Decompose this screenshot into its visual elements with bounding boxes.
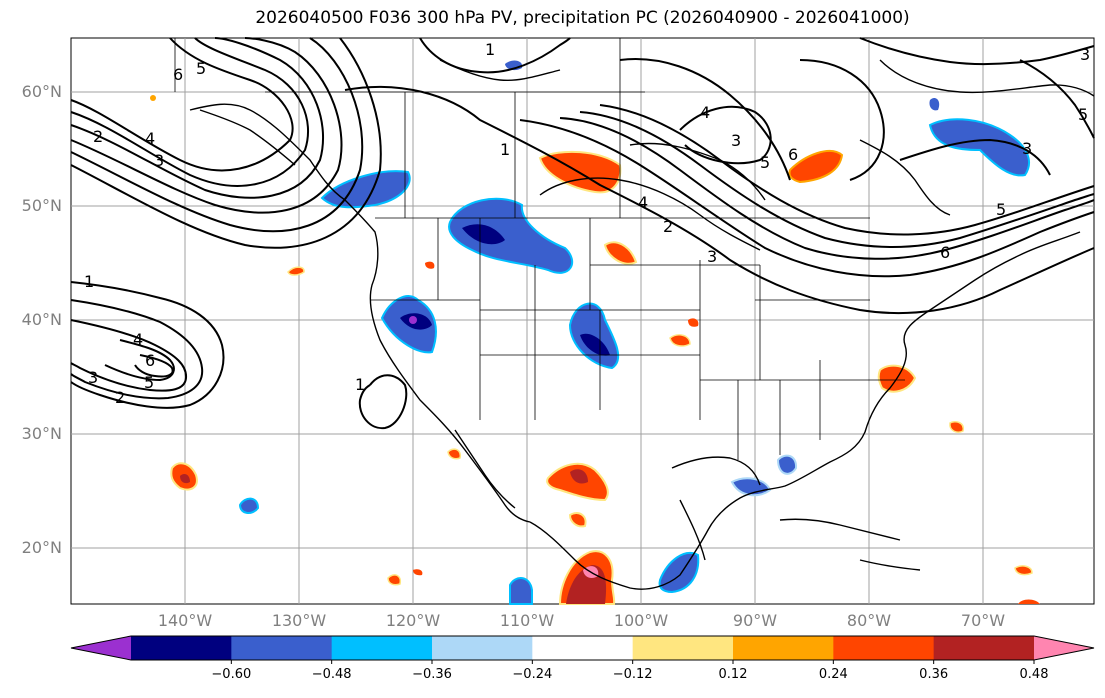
colorbar [70,635,1095,664]
state-borders [174,38,905,460]
colorbar-segment [432,636,533,660]
contour-label-5d: 5 [996,200,1006,219]
map-title: 2026040500 F036 300 hPa PV, precipitatio… [255,8,910,28]
contour-label-5: 5 [144,373,154,392]
lat-label-40n: 40°N [21,310,62,329]
pv-contour-labels: 1 2 3 4 5 6 2 4 3 6 5 1 4 2 3 1 4 3 5 6 … [84,40,1090,407]
contour-label-3c: 3 [707,247,717,266]
contour-label-6d: 6 [940,243,950,262]
lon-label-70w: 70°W [960,611,1006,630]
lon-label-100w: 100°W [613,611,669,630]
contour-label-5e: 5 [1078,105,1088,124]
colorbar-segment [331,636,433,660]
colorbar-tick-label: −0.48 [311,667,352,682]
lat-label-20n: 20°N [21,538,62,557]
contour-label-4: 4 [133,330,143,349]
contour-label-4d: 4 [700,103,710,122]
lon-label-120w: 120°W [385,611,441,630]
colorbar-tick-label: −0.12 [612,667,653,682]
pv-contours [70,37,1095,430]
colorbar-tick-label: −0.24 [512,667,553,682]
contour-label-6: 6 [145,351,155,370]
lon-label-140w: 140°W [157,611,213,630]
contour-label-3d: 3 [731,131,741,150]
contour-label-6b: 6 [173,65,183,84]
lat-label-60n: 60°N [21,82,62,101]
contour-label-1: 1 [84,272,94,291]
colorbar-segment [532,636,634,660]
colorbar-extend-max [1034,636,1094,660]
contour-label-5c: 5 [760,153,770,172]
contour-label-1c: 1 [485,40,495,59]
lon-label-90w: 90°W [732,611,778,630]
contour-label-2b: 2 [93,127,103,146]
colorbar-segment [231,636,333,660]
colorbar-segment [632,636,734,660]
colorbar-tick-label: 0.48 [1019,667,1049,682]
contour-label-4b: 4 [145,129,155,148]
contour-label-6c: 6 [788,145,798,164]
colorbar-tick-label: −0.36 [412,667,452,682]
colorbar-tick-label: 0.24 [818,667,848,682]
lon-label-110w: 110°W [499,611,555,630]
contour-label-2: 2 [115,388,125,407]
lat-label-30n: 30°N [21,424,62,443]
contour-label-1d: 1 [355,375,365,394]
colorbar-segment [933,636,1035,660]
contour-label-3b: 3 [154,151,164,170]
colorbar-segment [131,636,232,660]
colorbar-segment [833,636,935,660]
contour-label-1b: 1 [500,140,510,159]
colorbar-extend-min [71,636,131,660]
contour-label-3: 3 [88,368,98,387]
lon-label-130w: 130°W [271,611,327,630]
contour-label-3f: 3 [1080,45,1090,64]
lon-label-80w: 80°W [846,611,892,630]
colorbar-segment [733,636,834,660]
contour-label-5b: 5 [196,59,206,78]
colorbar-tick-label: 0.12 [718,667,748,682]
lat-label-50n: 50°N [21,196,62,215]
contour-label-2c: 2 [663,217,673,236]
contour-label-4c: 4 [638,193,648,212]
contour-label-3e: 3 [1022,139,1032,158]
colorbar-tick-label: 0.36 [919,667,949,682]
colorbar-tick-label: −0.60 [211,667,252,682]
